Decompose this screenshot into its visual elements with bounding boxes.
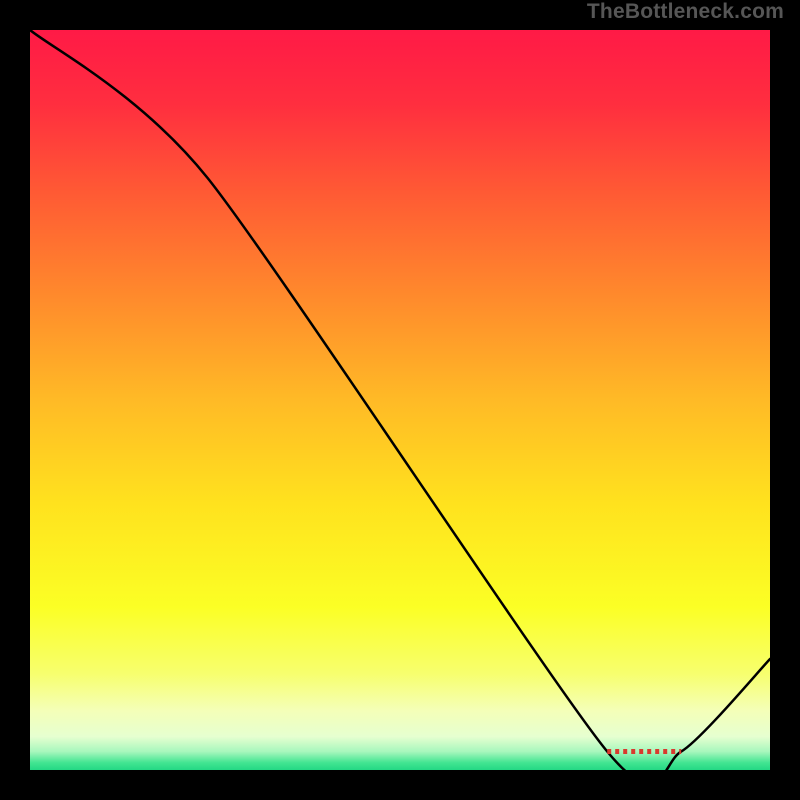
chart-background: [30, 30, 770, 770]
bottleneck-chart: [0, 0, 800, 800]
attribution-text: TheBottleneck.com: [587, 0, 784, 24]
